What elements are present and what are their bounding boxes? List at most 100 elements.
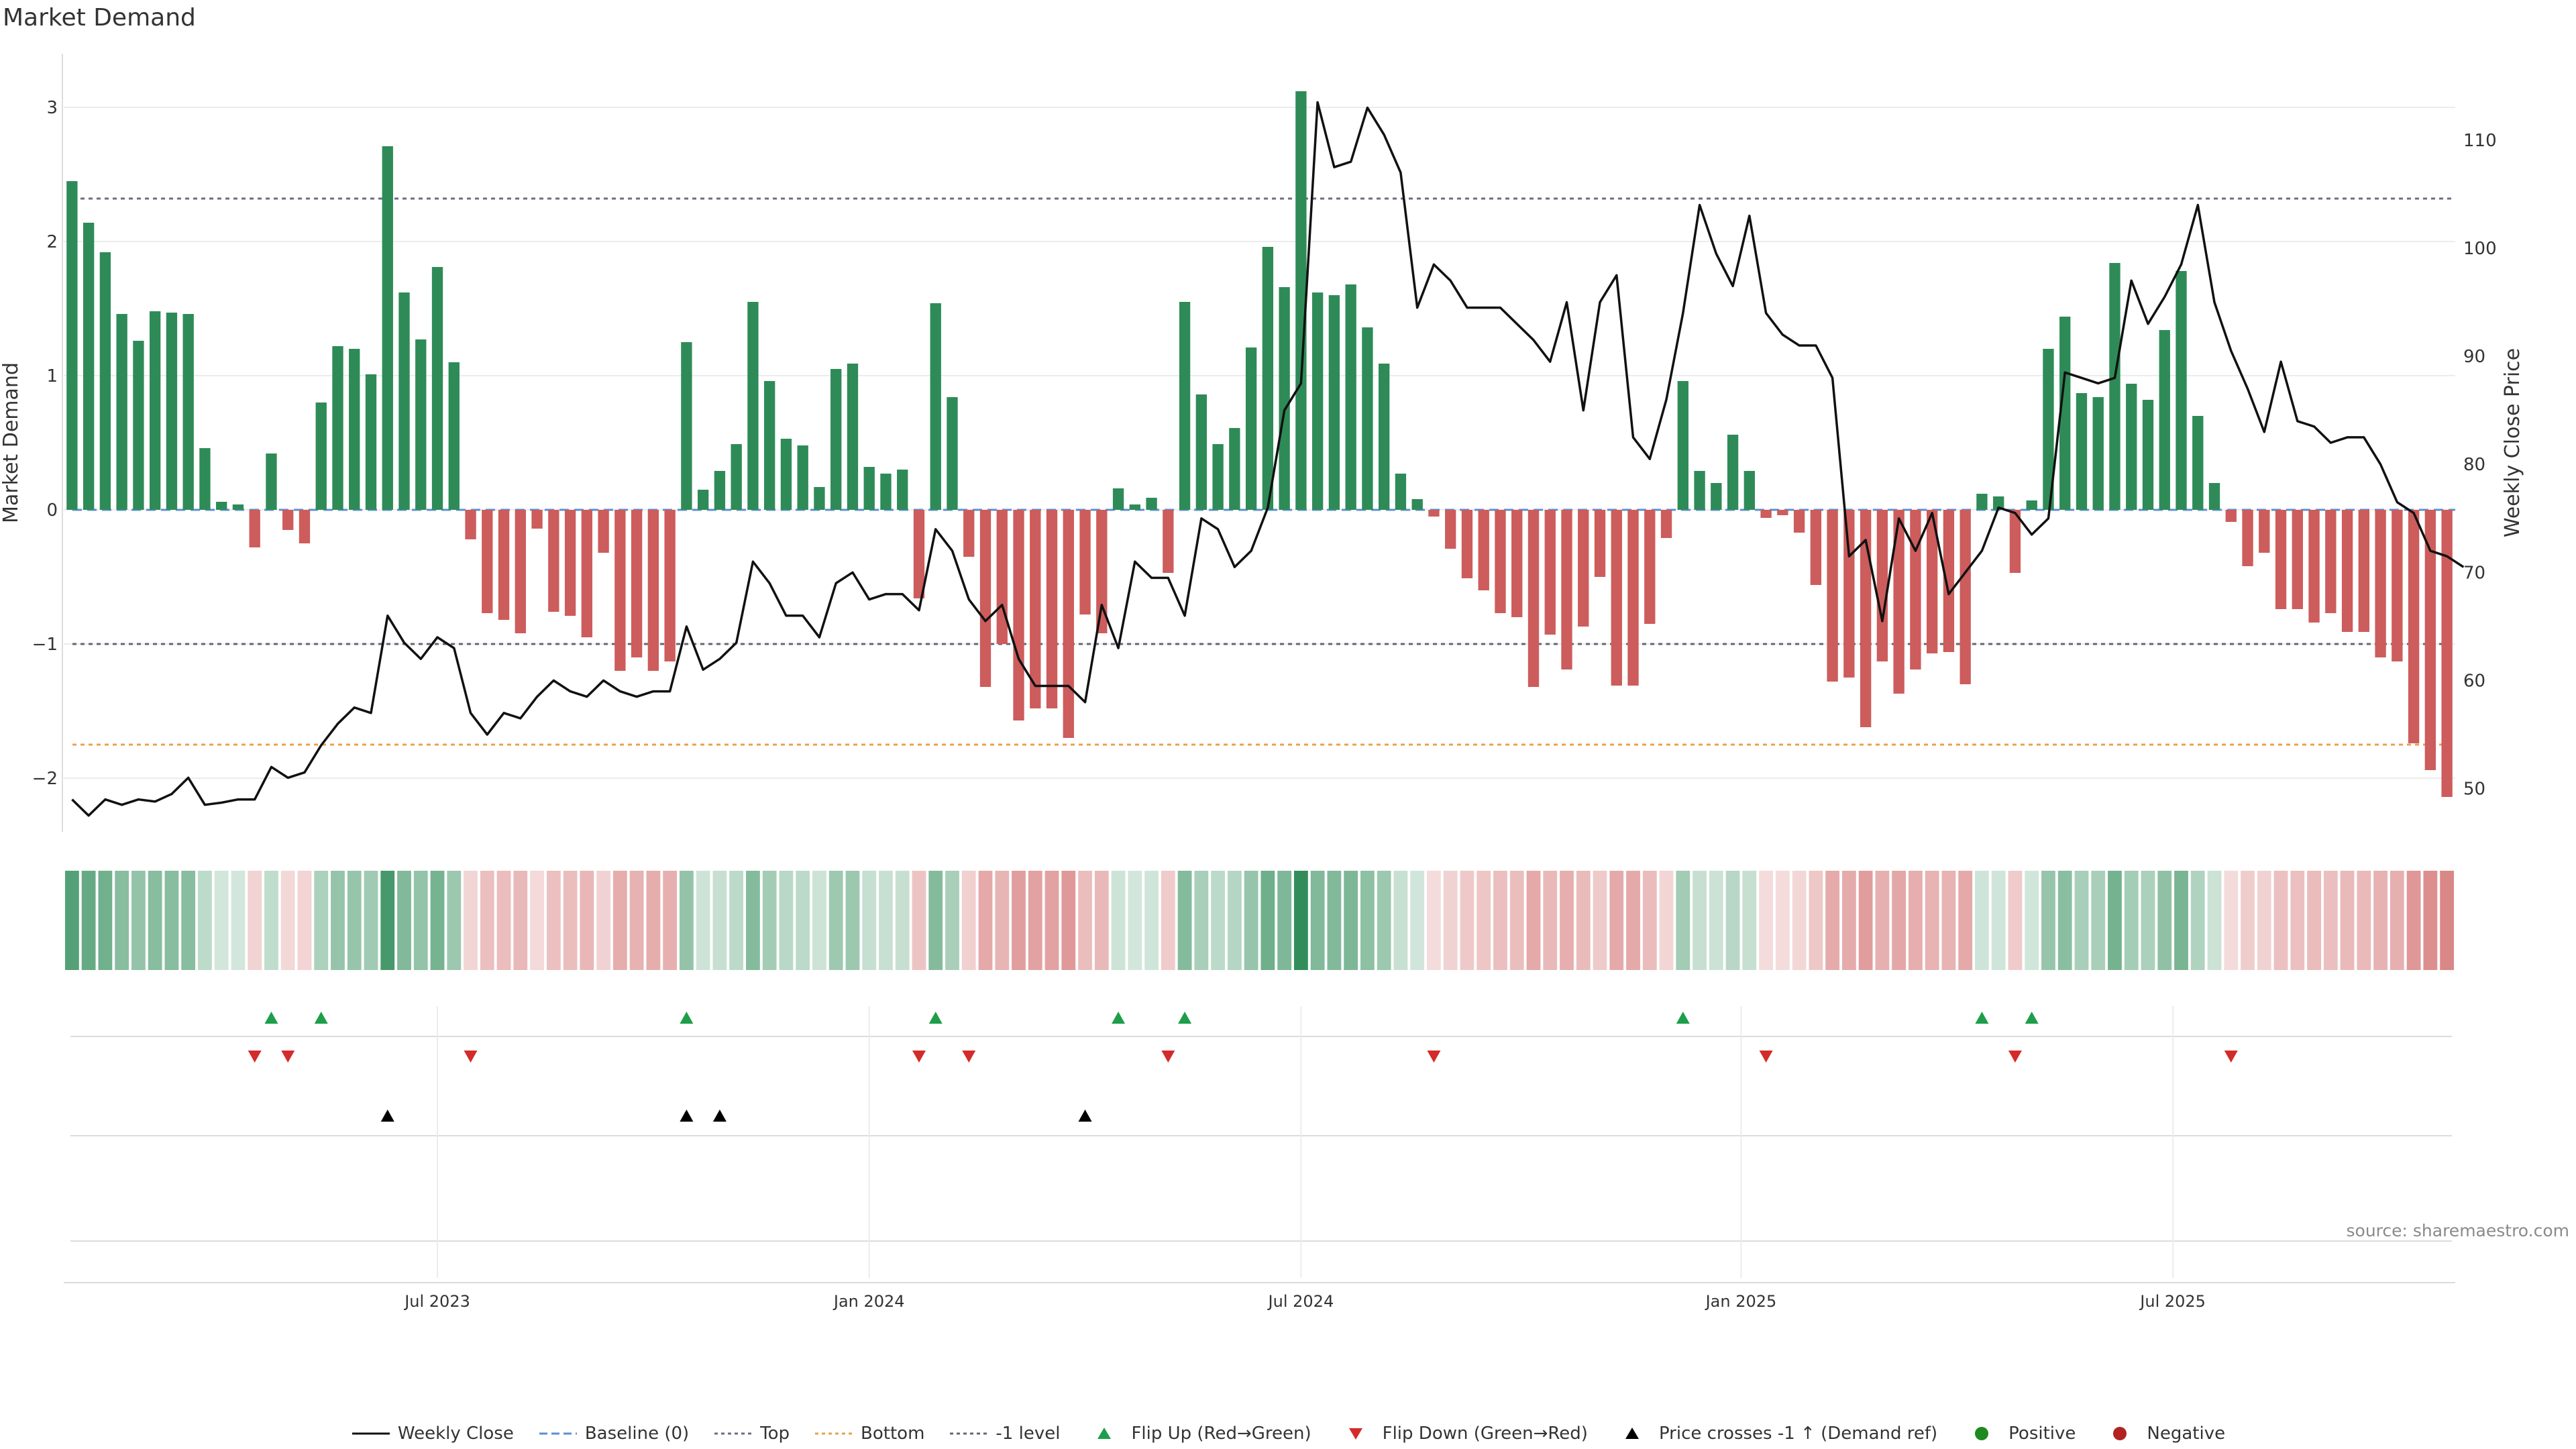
heat-cell	[1410, 871, 1425, 970]
heat-cell	[1277, 871, 1292, 970]
demand-bar	[249, 510, 260, 547]
heat-cell	[995, 871, 1010, 970]
heat-cell	[1725, 871, 1740, 970]
heat-cell	[397, 871, 411, 970]
reference-levels	[72, 197, 2455, 746]
demand-bar	[1910, 510, 1921, 669]
demand-bar	[664, 510, 676, 661]
demand-bar	[1096, 510, 1108, 633]
legend-item: Negative	[2100, 1424, 2225, 1444]
flip-up-marker	[314, 1012, 328, 1024]
demand-bar	[166, 313, 178, 510]
heat-cell	[198, 871, 212, 970]
heat-cell	[248, 871, 262, 970]
y2-axis-label: Weekly Close Price	[2501, 348, 2524, 537]
heat-cell	[879, 871, 893, 970]
demand-bar	[182, 314, 194, 510]
demand-bar	[133, 341, 144, 510]
y2-tick-label: 100	[2463, 239, 2497, 259]
demand-bar	[1777, 510, 1788, 515]
price-cross-marker	[712, 1110, 727, 1122]
heat-cell	[679, 871, 694, 970]
legend-line-icon	[714, 1432, 753, 1435]
heat-cell	[812, 871, 826, 970]
flip-down-marker	[1161, 1051, 1175, 1063]
demand-bar	[897, 470, 908, 510]
heat-cell	[1526, 871, 1541, 970]
heat-cell	[1244, 871, 1258, 970]
heat-cell	[696, 871, 710, 970]
demand-bar	[2358, 510, 2370, 632]
demand-bar	[1677, 381, 1688, 510]
heat-cell	[1560, 871, 1574, 970]
heat-cell	[978, 871, 993, 970]
legend-item: Baseline (0)	[538, 1424, 689, 1444]
heat-cell	[2124, 871, 2139, 970]
heat-cell	[2108, 871, 2122, 970]
heat-cell	[231, 871, 246, 970]
legend-triangle-icon	[1625, 1428, 1639, 1439]
heat-cell	[779, 871, 794, 970]
legend-triangle-icon	[1348, 1428, 1362, 1440]
demand-bar	[1711, 483, 1722, 510]
heat-cell	[1909, 871, 1923, 970]
demand-bar	[1379, 364, 1390, 510]
demand-bar	[581, 510, 593, 637]
flip-down-marker	[248, 1051, 262, 1063]
demand-bar	[1993, 496, 2004, 510]
demand-bar	[2408, 510, 2420, 743]
x-tick-label: Jul 2023	[403, 1292, 470, 1311]
heat-cell	[364, 871, 378, 970]
legend-dot-icon	[2113, 1427, 2127, 1440]
heat-cell	[1792, 871, 1807, 970]
demand-bar	[1943, 510, 1955, 652]
demand-bar	[1644, 510, 1656, 624]
flip-up-marker	[1676, 1012, 1690, 1024]
demand-bar	[448, 362, 460, 510]
y2-tick-label: 110	[2463, 131, 2497, 151]
demand-bar	[66, 181, 78, 510]
demand-bar	[996, 510, 1008, 644]
price-cross-marker	[380, 1110, 394, 1122]
demand-bar	[1461, 510, 1473, 578]
heat-cell	[2340, 871, 2355, 970]
y2-tick-label: 60	[2463, 671, 2485, 691]
flip-down-marker	[1759, 1051, 1773, 1063]
demand-bar	[2292, 510, 2303, 609]
demand-bar	[232, 504, 244, 510]
demand-bar	[315, 402, 327, 510]
demand-bar	[1195, 394, 1208, 510]
heat-cell	[2257, 871, 2271, 970]
heat-cell	[2008, 871, 2023, 970]
demand-bar	[1694, 471, 1705, 510]
demand-bar	[2092, 397, 2104, 510]
heat-cell	[1393, 871, 1408, 970]
heat-cell	[2141, 871, 2155, 970]
demand-bar	[1578, 510, 1589, 627]
demand-bar	[1411, 499, 1423, 510]
weekly-close-line	[71, 101, 2465, 817]
heat-cell	[181, 871, 196, 970]
heat-cell	[1543, 871, 1558, 970]
heat-cell	[2373, 871, 2387, 970]
flip-up-marker	[680, 1012, 694, 1024]
x-tick-label: Jul 2024	[1267, 1292, 1334, 1311]
y2-tick-label: 80	[2463, 455, 2485, 475]
demand-bar	[1527, 510, 1540, 687]
demand-bar	[365, 374, 377, 510]
demand-bar	[465, 510, 476, 539]
heat-cell	[1693, 871, 1707, 970]
heat-cell	[2057, 871, 2072, 970]
heat-cell	[2440, 871, 2455, 970]
demand-bar	[764, 381, 775, 510]
demand-bar	[548, 510, 559, 612]
demand-bar	[1163, 510, 1174, 573]
heat-cell	[1659, 871, 1674, 970]
demand-bar	[1760, 510, 1772, 518]
heat-cell	[2025, 871, 2039, 970]
demand-bar	[1112, 488, 1124, 510]
demand-bar	[863, 467, 875, 510]
legend-label: Flip Up (Red→Green)	[1131, 1424, 1311, 1444]
heat-cell	[1377, 871, 1391, 970]
